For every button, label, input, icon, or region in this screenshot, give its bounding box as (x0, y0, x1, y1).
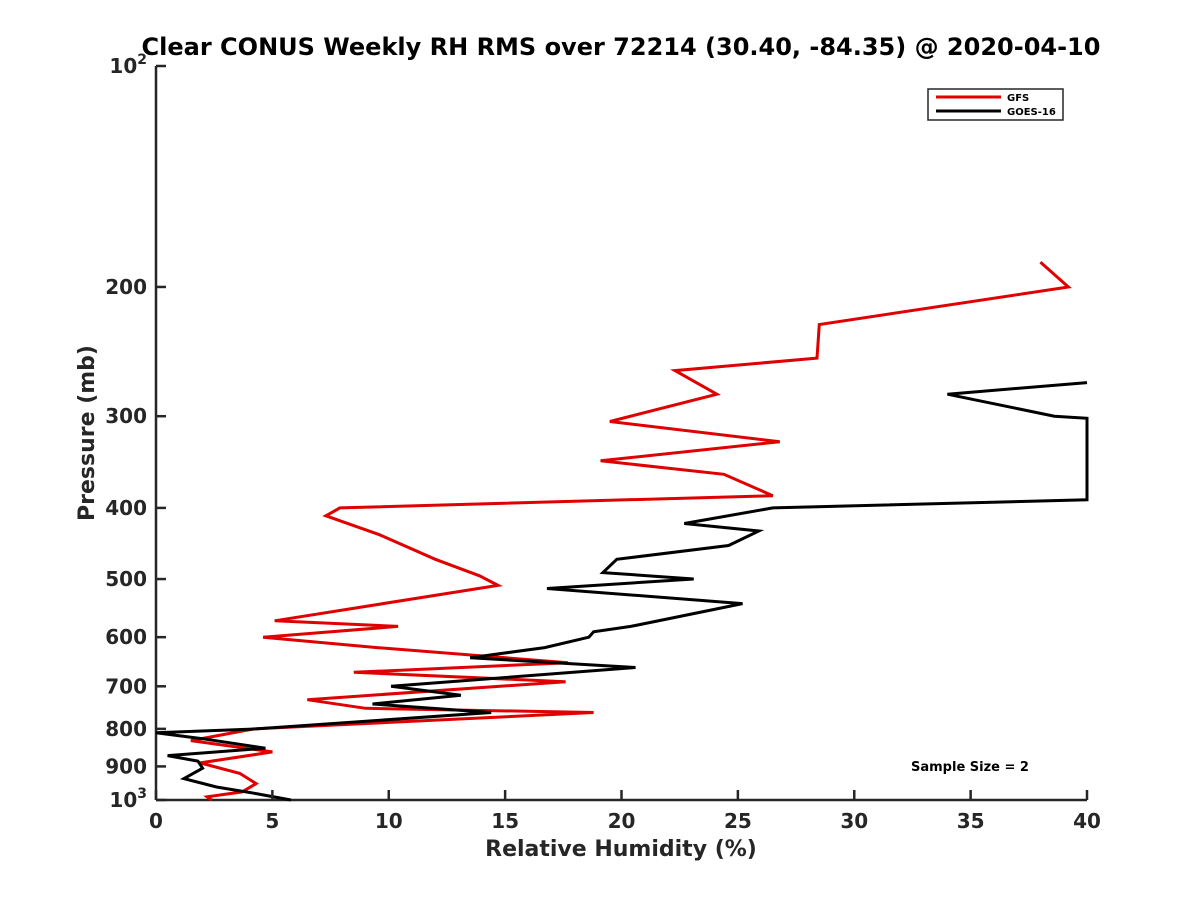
series-line-goes16 (155, 381, 1089, 802)
x-tick-label: 5 (265, 809, 279, 833)
x-tick-label: 25 (724, 809, 752, 833)
y-axis-label: Pressure (mb) (75, 345, 100, 521)
y-tick-label: 102 (109, 52, 147, 78)
legend-box (927, 88, 1064, 121)
y-tick-label: 600 (105, 625, 147, 649)
x-tick-label: 35 (957, 809, 985, 833)
y-tick-label: 400 (105, 496, 147, 520)
y-axis-ticks: 102 200 300 400 500 600 700 800 900 103 (105, 52, 166, 812)
x-tick-label: 10 (375, 809, 403, 833)
legend: GFS GOES-16 (927, 88, 1064, 121)
y-tick-label: 200 (105, 275, 147, 299)
x-tick-label: 20 (608, 809, 636, 833)
y-tick-label: 103 (109, 786, 147, 812)
x-tick-label: 0 (149, 809, 163, 833)
sample-size-annotation: Sample Size = 2 (911, 760, 1029, 775)
y-tick-label: 800 (105, 717, 147, 741)
series-line-gfs (190, 260, 1072, 802)
x-tick-label: 15 (491, 809, 519, 833)
x-axis-label: Relative Humidity (%) (485, 837, 757, 862)
x-tick-label: 30 (840, 809, 868, 833)
y-tick-label: 300 (105, 404, 147, 428)
series-group (155, 260, 1089, 802)
x-tick-label: 40 (1073, 809, 1101, 833)
plot-area (154, 66, 1087, 802)
legend-label-gfs: GFS (1007, 93, 1029, 104)
y-tick-label: 900 (105, 754, 147, 778)
x-axis-ticks: 0 5 10 15 20 25 30 35 40 (149, 790, 1101, 833)
y-tick-label: 700 (105, 674, 147, 698)
legend-label-goes16: GOES-16 (1007, 107, 1056, 118)
y-tick-label: 500 (105, 567, 147, 591)
chart-title: Clear CONUS Weekly RH RMS over 72214 (30… (142, 33, 1101, 61)
